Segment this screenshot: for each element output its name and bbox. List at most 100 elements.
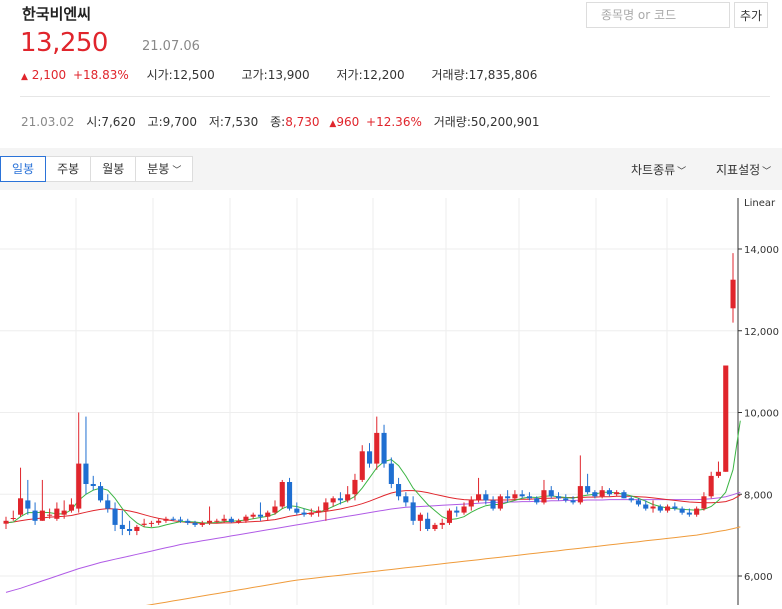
chevron-down-icon: ﹀ (677, 167, 687, 177)
candle-body (454, 510, 460, 513)
tab-weekly[interactable]: 주봉 (45, 156, 92, 182)
candle-date: 21.03.02 (21, 115, 75, 129)
candle-open: 7,620 (101, 115, 136, 129)
tab-daily[interactable]: 일봉 (0, 156, 47, 182)
volume-value: 17,835,806 (468, 68, 538, 82)
candle-body (359, 451, 365, 480)
candle-body (672, 506, 678, 509)
candle-body (635, 500, 641, 505)
candle-body (686, 512, 692, 515)
candle-body (257, 514, 263, 517)
candle-body (425, 518, 431, 529)
candle-body (148, 522, 154, 524)
candle-body (221, 518, 227, 521)
candle-body (61, 510, 67, 515)
candle-body (192, 522, 198, 525)
candle-body (381, 432, 387, 464)
candle-body (163, 518, 169, 521)
candle-body (715, 471, 721, 476)
candle-body (432, 524, 438, 529)
price-date: 21.07.06 (142, 39, 200, 54)
candle-body (83, 463, 89, 484)
candle-body (468, 500, 474, 507)
candle-body (279, 482, 285, 507)
candle-body (323, 502, 329, 511)
candle-body (476, 494, 482, 501)
candle-body (730, 279, 736, 309)
candle-body (352, 479, 358, 495)
candle-body (657, 506, 663, 511)
candle-info-row: 21.03.02 시:7,620 고:9,700 저:7,530 종:8,730… (21, 115, 540, 129)
candle-body (134, 526, 140, 531)
candle-body (250, 514, 256, 517)
candle-change-percent: +12.36% (366, 115, 422, 129)
candle-body (446, 510, 452, 523)
indicator-label: 지표설정 (716, 163, 761, 177)
high-label: 고가 (241, 68, 264, 82)
candle-body (585, 486, 591, 493)
candle-body (388, 463, 394, 484)
candle-body (396, 484, 402, 497)
candle-body (374, 432, 380, 464)
candle-body (526, 496, 532, 499)
candle-body (199, 522, 205, 525)
candle-body (337, 498, 343, 501)
candle-body (272, 506, 278, 513)
y-tick-label: 10,000 (744, 409, 779, 420)
candle-close: 8,730 (285, 115, 320, 129)
stock-search-box[interactable] (586, 2, 730, 28)
chevron-down-icon: ﹀ (172, 166, 182, 176)
candle-body (141, 523, 147, 525)
low-value: 12,200 (362, 68, 405, 82)
candle-body (556, 496, 562, 499)
open-value: 12,500 (172, 68, 215, 82)
current-price: 13,250 (20, 28, 108, 58)
candle-volume: 50,200,901 (470, 115, 540, 129)
up-arrow-icon: ▲ (21, 72, 28, 82)
low-label: 저가 (336, 68, 359, 82)
stock-header: 한국비엔씨 13,250 21.07.06 추가 ▲ 2,100 +18.83%… (0, 0, 782, 148)
chevron-down-icon: ﹀ (762, 167, 772, 177)
candle-body (439, 522, 445, 525)
candle-low: 7,530 (223, 115, 259, 129)
candle-body (177, 519, 183, 521)
period-tabs: 일봉 주봉 월봉 분봉 ﹀ (0, 156, 194, 182)
candle-body (490, 500, 496, 509)
candle-high: 9,700 (162, 115, 197, 129)
volume-label: 거래량 (431, 68, 465, 82)
add-stock-button[interactable]: 추가 (734, 2, 768, 28)
candle-body (345, 494, 351, 501)
candle-body (185, 520, 191, 523)
candlestick-chart-svg: 6,000 8,000 10,000 12,000 14,000 Linear (0, 198, 779, 609)
candle-body (112, 508, 118, 525)
tab-monthly[interactable]: 월봉 (90, 156, 137, 182)
candle-body (541, 490, 547, 503)
tab-minute[interactable]: 분봉 ﹀ (135, 156, 194, 182)
chart-type-menu[interactable]: 차트종류 ﹀ (631, 161, 686, 178)
candle-body (236, 520, 242, 522)
candle-body (534, 498, 540, 503)
stock-search-input[interactable] (587, 3, 729, 27)
scale-label: Linear (744, 198, 776, 209)
price-chart[interactable]: 6,000 8,000 10,000 12,000 14,000 Linear (0, 198, 782, 609)
candle-body (694, 508, 700, 515)
indicator-settings-menu[interactable]: 지표설정 ﹀ (716, 161, 771, 178)
ma20-line (5, 490, 741, 524)
candle-body (403, 496, 409, 503)
candle-body (54, 508, 60, 519)
candle-body (723, 365, 729, 472)
candle-body (243, 516, 249, 521)
candle-body (461, 506, 467, 513)
chart-toolbar: 일봉 주봉 월봉 분봉 ﹀ 차트종류 ﹀ 지표설정 ﹀ (0, 148, 782, 190)
tab-minute-label: 분봉 (147, 162, 170, 176)
candle-body (563, 498, 569, 501)
candle-body (308, 512, 314, 515)
chart-type-label: 차트종류 (631, 163, 676, 177)
candle-body (410, 502, 416, 521)
candle-body (10, 518, 16, 519)
price-change-percent: +18.83% (72, 68, 129, 82)
candle-body (47, 514, 53, 516)
candle-body (127, 529, 133, 531)
y-tick-label: 8,000 (744, 490, 773, 501)
candle-body (708, 475, 714, 497)
